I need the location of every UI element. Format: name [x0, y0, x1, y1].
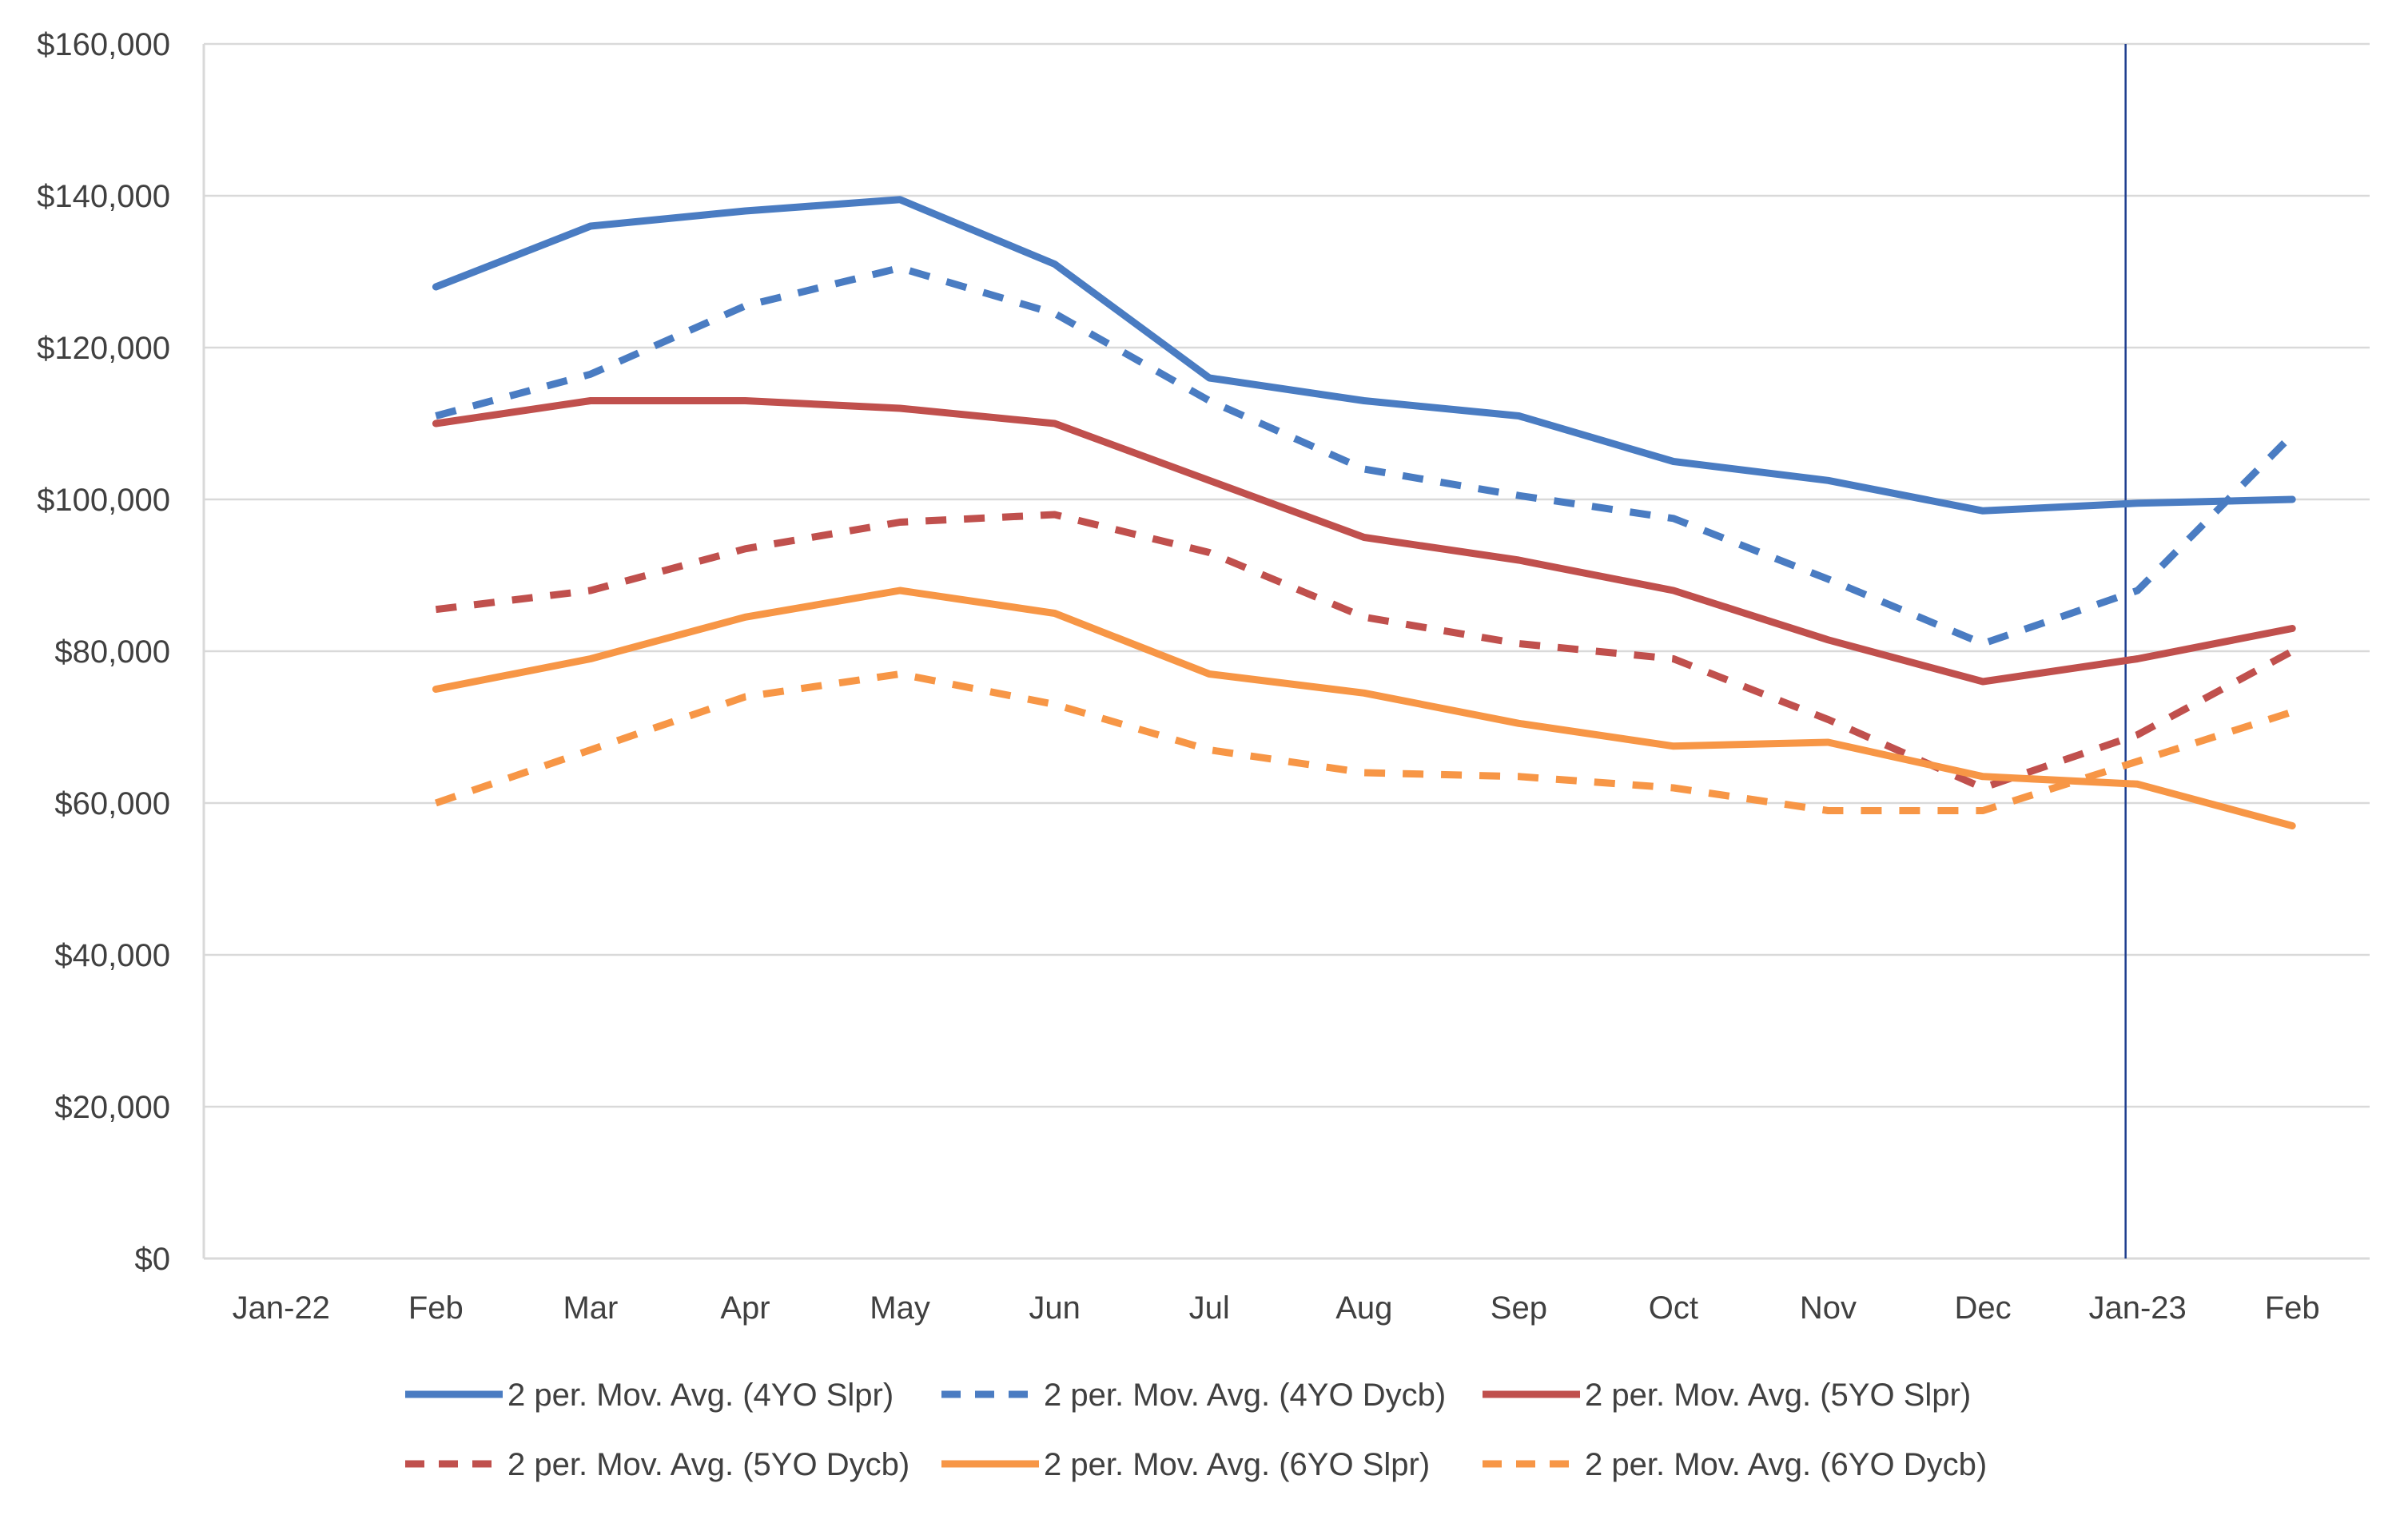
- y-tick-label: $160,000: [37, 27, 170, 62]
- series-line-4: [435, 511, 2295, 792]
- y-tick-label: $80,000: [54, 634, 170, 670]
- x-tick-label: Mar: [563, 1290, 618, 1326]
- x-tick-label: Jun: [1029, 1290, 1081, 1326]
- series-line-1: [432, 196, 2296, 515]
- x-tick-label: Dec: [1955, 1290, 2012, 1326]
- y-axis-tick-labels: $0 $20,000 $40,000 $60,000 $80,000 $100,000 $1…: [37, 27, 170, 1277]
- legend-label-3: 2 per. Mov. Avg. (5YO Slpr): [1585, 1378, 1971, 1413]
- gridlines: [204, 42, 2370, 1108]
- axes: [202, 44, 2370, 1260]
- legend-label-6: 2 per. Mov. Avg. (6YO Dycb): [1585, 1447, 1987, 1482]
- y-tick-label: $140,000: [37, 179, 170, 214]
- y-tick-label: $120,000: [37, 331, 170, 366]
- y-tick-label: $40,000: [54, 938, 170, 973]
- x-tick-label: Aug: [1335, 1290, 1392, 1326]
- x-axis-tick-labels: Jan-22 Feb Mar Apr May Jun Jul Aug Sep Oct Nov Dec J…: [233, 1290, 2320, 1326]
- legend-label-4: 2 per. Mov. Avg. (5YO Dycb): [507, 1447, 909, 1482]
- y-tick-label: $60,000: [54, 786, 170, 821]
- y-tick-label: $100,000: [37, 483, 170, 518]
- series-line-6: [434, 670, 2294, 814]
- x-tick-label: Oct: [1649, 1290, 1698, 1326]
- x-tick-label: Sep: [1491, 1290, 1547, 1326]
- x-tick-label: Jan-23: [2088, 1290, 2186, 1326]
- legend-label-5: 2 per. Mov. Avg. (6YO Slpr): [1044, 1447, 1430, 1482]
- x-tick-label: Jul: [1189, 1290, 1230, 1326]
- x-tick-label: Feb: [2265, 1290, 2320, 1326]
- series-lines: [432, 196, 2296, 829]
- x-tick-label: Jan-22: [233, 1290, 330, 1326]
- y-tick-label: $20,000: [54, 1090, 170, 1125]
- x-tick-label: May: [870, 1290, 930, 1326]
- series-line-3: [432, 397, 2296, 686]
- legend-label-1: 2 per. Mov. Avg. (4YO Slpr): [507, 1378, 894, 1413]
- legend: 2 per. Mov. Avg. (4YO Slpr) 2 per. Mov. A…: [405, 1378, 1987, 1482]
- x-tick-label: Feb: [408, 1290, 464, 1326]
- series-line-5: [432, 587, 2296, 829]
- legend-label-2: 2 per. Mov. Avg. (4YO Dycb): [1044, 1378, 1446, 1413]
- y-tick-label: $0: [135, 1242, 171, 1277]
- x-tick-label: Nov: [1800, 1290, 1857, 1326]
- x-tick-label: Apr: [720, 1290, 770, 1326]
